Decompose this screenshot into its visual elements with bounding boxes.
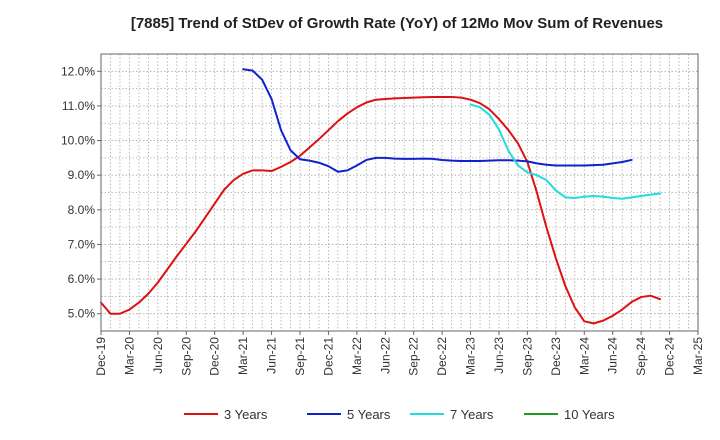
x-tick-label: Sep-24 (634, 337, 648, 376)
x-axis: Dec-19 Mar-20 Jun-20 Sep-20 Dec-20 Mar-21 Jun-… (94, 331, 705, 376)
x-tick-label: Jun-24 (606, 337, 620, 374)
x-tick-label: Sep-21 (293, 337, 307, 376)
x-tick-label: Jun-20 (151, 337, 165, 374)
series-line-5-years (242, 68, 633, 173)
x-tick-label: Sep-22 (407, 337, 421, 376)
x-tick-label: Jun-23 (492, 337, 506, 374)
x-tick-label: Mar-21 (236, 337, 250, 375)
x-tick-label: Jun-22 (378, 337, 392, 374)
x-tick-label: Dec-23 (549, 337, 563, 376)
x-tick-label: Jun-21 (265, 337, 279, 374)
x-tick-label: Dec-21 (321, 337, 335, 376)
x-tick-label: Mar-23 (464, 337, 478, 375)
x-tick-label: Dec-24 (663, 337, 677, 376)
legend: 3 Years 5 Years 7 Years 10 Years (184, 407, 615, 422)
x-tick-label: Sep-23 (520, 337, 534, 376)
x-tick-label: Dec-22 (435, 337, 449, 376)
grid (100, 54, 699, 331)
series-layer (100, 68, 662, 325)
y-tick-label: 8.0% (68, 203, 96, 217)
x-tick-label: Dec-19 (94, 337, 108, 376)
legend-label-3-years: 3 Years (224, 407, 268, 422)
series-line-7-years (469, 103, 662, 200)
x-tick-label: Dec-20 (208, 337, 222, 376)
y-tick-label: 12.0% (61, 64, 95, 78)
y-tick-label: 11.0% (62, 99, 95, 113)
y-tick-label: 7.0% (68, 237, 96, 251)
x-tick-label: Mar-24 (577, 337, 591, 375)
chart-title: [7885] Trend of StDev of Growth Rate (Yo… (131, 15, 663, 32)
x-tick-label: Mar-22 (350, 337, 364, 375)
x-tick-label: Mar-25 (691, 337, 705, 375)
y-tick-label: 6.0% (68, 272, 96, 286)
y-tick-label: 9.0% (68, 168, 96, 182)
y-axis: 5.0% 6.0% 7.0% 8.0% 9.0% 10.0% 11.0% 12.0% (61, 64, 101, 321)
plot-border (100, 53, 699, 332)
legend-label-10-years: 10 Years (564, 407, 615, 422)
legend-label-5-years: 5 Years (347, 407, 391, 422)
y-tick-label: 5.0% (68, 307, 96, 321)
legend-label-7-years: 7 Years (450, 407, 494, 422)
y-tick-label: 10.0% (61, 134, 95, 148)
series-line-3-years (100, 95, 662, 325)
x-tick-label: Sep-20 (179, 337, 193, 376)
x-tick-label: Mar-20 (122, 337, 136, 375)
